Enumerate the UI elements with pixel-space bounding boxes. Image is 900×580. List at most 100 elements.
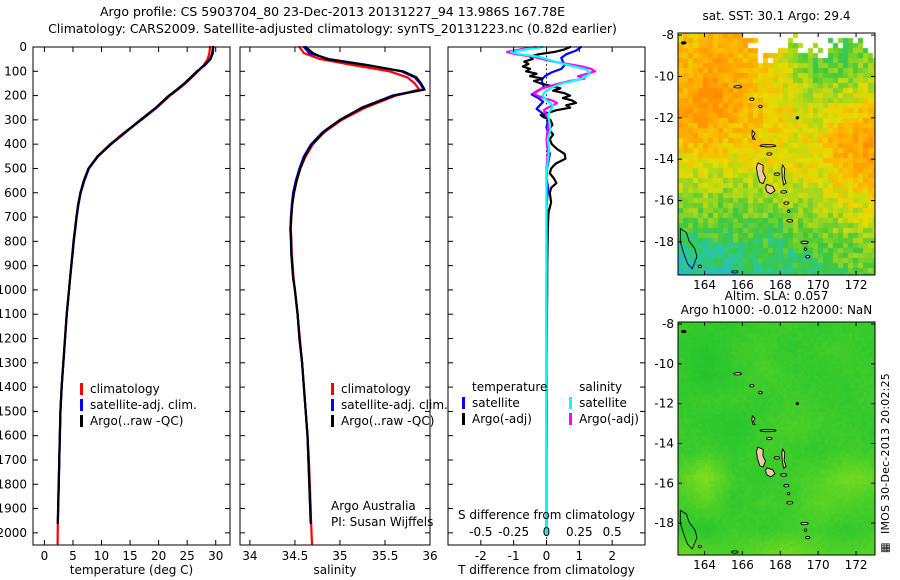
legend-item: climatology	[80, 381, 197, 397]
svg-text:30: 30	[208, 549, 223, 563]
legend-label: satellite-adj. clim.	[90, 398, 197, 412]
svg-text:temperature (deg C): temperature (deg C)	[70, 563, 193, 577]
legend-color-sample	[569, 413, 573, 425]
svg-text:166: 166	[731, 278, 754, 292]
legend-item: satellite	[569, 395, 639, 411]
imos-watermark-text: IMOS 30-Dec-2013 20:02:25	[879, 373, 892, 535]
svg-text:1700: 1700	[0, 453, 27, 467]
svg-text:-0.25: -0.25	[498, 525, 529, 539]
legend-color-sample	[80, 415, 83, 427]
annotation-line2: PI: Susan Wijffels	[331, 515, 434, 529]
page-title: Argo profile: CS 5903704_80 23-Dec-2013 …	[0, 3, 665, 37]
svg-text:164: 164	[693, 558, 716, 572]
legend-label: climatology	[341, 382, 411, 396]
svg-text:-12: -12	[654, 397, 674, 411]
legend-label: Argo(-adj)	[579, 412, 639, 426]
legend-header: salinity	[579, 380, 623, 394]
svg-text:34.5: 34.5	[282, 549, 309, 563]
svg-text:35.5: 35.5	[372, 549, 399, 563]
legend-header: temperature	[472, 380, 548, 394]
legend-item: Argo(-adj)	[569, 411, 639, 427]
svg-text:5: 5	[69, 549, 77, 563]
title-line2: Climatology: CARS2009. Satellite-adjuste…	[48, 21, 617, 36]
svg-text:0: 0	[41, 549, 49, 563]
svg-text:2000: 2000	[0, 526, 27, 540]
svg-text:36: 36	[422, 549, 437, 563]
svg-text:-14: -14	[654, 152, 674, 166]
svg-text:0.25: 0.25	[566, 525, 593, 539]
svg-text:166: 166	[731, 558, 754, 572]
legend-item: satellite-adj. clim.	[331, 397, 448, 413]
svg-text:-0.5: -0.5	[469, 525, 492, 539]
svg-text:-16: -16	[654, 194, 674, 208]
legend-label: Argo(..raw -QC)	[341, 414, 435, 428]
svg-text:168: 168	[769, 278, 792, 292]
svg-text:164: 164	[693, 278, 716, 292]
svg-text:1000: 1000	[0, 283, 27, 297]
difference-legend: temperature satellite Argo(-adj) salinit…	[462, 379, 639, 427]
svg-text:800: 800	[4, 234, 27, 248]
svg-text:0: 0	[543, 549, 551, 563]
legend-color-sample	[331, 399, 334, 411]
svg-text:35: 35	[332, 549, 347, 563]
svg-text:600: 600	[4, 186, 27, 200]
legend-item: Argo(..raw -QC)	[80, 413, 197, 429]
legend-item: satellite	[462, 395, 556, 411]
svg-text:1200: 1200	[0, 332, 27, 346]
svg-text:-14: -14	[654, 436, 674, 450]
legend-label: satellite	[472, 396, 520, 410]
svg-text:100: 100	[4, 64, 27, 78]
svg-text:0.5: 0.5	[603, 525, 622, 539]
legend-item: Argo(-adj)	[462, 411, 556, 427]
svg-text:1600: 1600	[0, 429, 27, 443]
annotation-line1: Argo Australia	[331, 499, 416, 513]
svg-text:1800: 1800	[0, 477, 27, 491]
svg-text:1: 1	[576, 549, 584, 563]
svg-text:900: 900	[4, 259, 27, 273]
argo-australia-annotation: Argo Australia PI: Susan Wijffels	[331, 498, 433, 530]
imos-watermark: ▦ IMOS 30-Dec-2013 20:02:25	[879, 297, 892, 555]
legend-item: climatology	[331, 381, 448, 397]
svg-text:0: 0	[543, 525, 551, 539]
svg-text:15: 15	[122, 549, 137, 563]
legend-color-sample	[80, 399, 83, 411]
sla-map-subtitle: Argo h1000: -0.012 h2000: NaN	[680, 303, 873, 317]
svg-text:1300: 1300	[0, 356, 27, 370]
legend-color-sample	[331, 383, 334, 395]
svg-text:-1: -1	[508, 549, 520, 563]
svg-text:172: 172	[845, 278, 868, 292]
svg-text:-8: -8	[662, 28, 674, 42]
legend-label: satellite	[579, 396, 627, 410]
svg-text:170: 170	[807, 558, 830, 572]
svg-text:400: 400	[4, 137, 27, 151]
svg-text:1100: 1100	[0, 307, 27, 321]
svg-text:200: 200	[4, 89, 27, 103]
legend-label: Argo(..raw -QC)	[90, 414, 184, 428]
legend-label: climatology	[90, 382, 160, 396]
legend-color-sample	[331, 415, 334, 427]
svg-text:170: 170	[807, 278, 830, 292]
svg-text:-8: -8	[662, 317, 674, 331]
svg-text:172: 172	[845, 558, 868, 572]
svg-text:168: 168	[769, 558, 792, 572]
svg-text:salinity: salinity	[313, 563, 356, 577]
title-line1: Argo profile: CS 5903704_80 23-Dec-2013 …	[99, 4, 566, 19]
imos-logo-icon: ▦	[879, 541, 892, 555]
legend-label: satellite-adj. clim.	[341, 398, 448, 412]
legend-label: Argo(-adj)	[472, 412, 532, 426]
svg-text:1500: 1500	[0, 404, 27, 418]
svg-text:T difference from climatology: T difference from climatology	[457, 563, 635, 577]
sla-map-image	[678, 322, 875, 555]
svg-text:700: 700	[4, 210, 27, 224]
svg-text:-10: -10	[654, 357, 674, 371]
legend-color-sample	[462, 413, 465, 425]
sla-map-title: Altim. SLA: 0.057	[724, 289, 829, 303]
svg-text:1400: 1400	[0, 380, 27, 394]
svg-text:10: 10	[94, 549, 109, 563]
legend-color-sample	[80, 383, 83, 395]
temperature-legend: climatology satellite-adj. clim. Argo(..…	[80, 381, 197, 429]
svg-text:500: 500	[4, 161, 27, 175]
svg-text:S difference from climatology: S difference from climatology	[458, 508, 635, 522]
